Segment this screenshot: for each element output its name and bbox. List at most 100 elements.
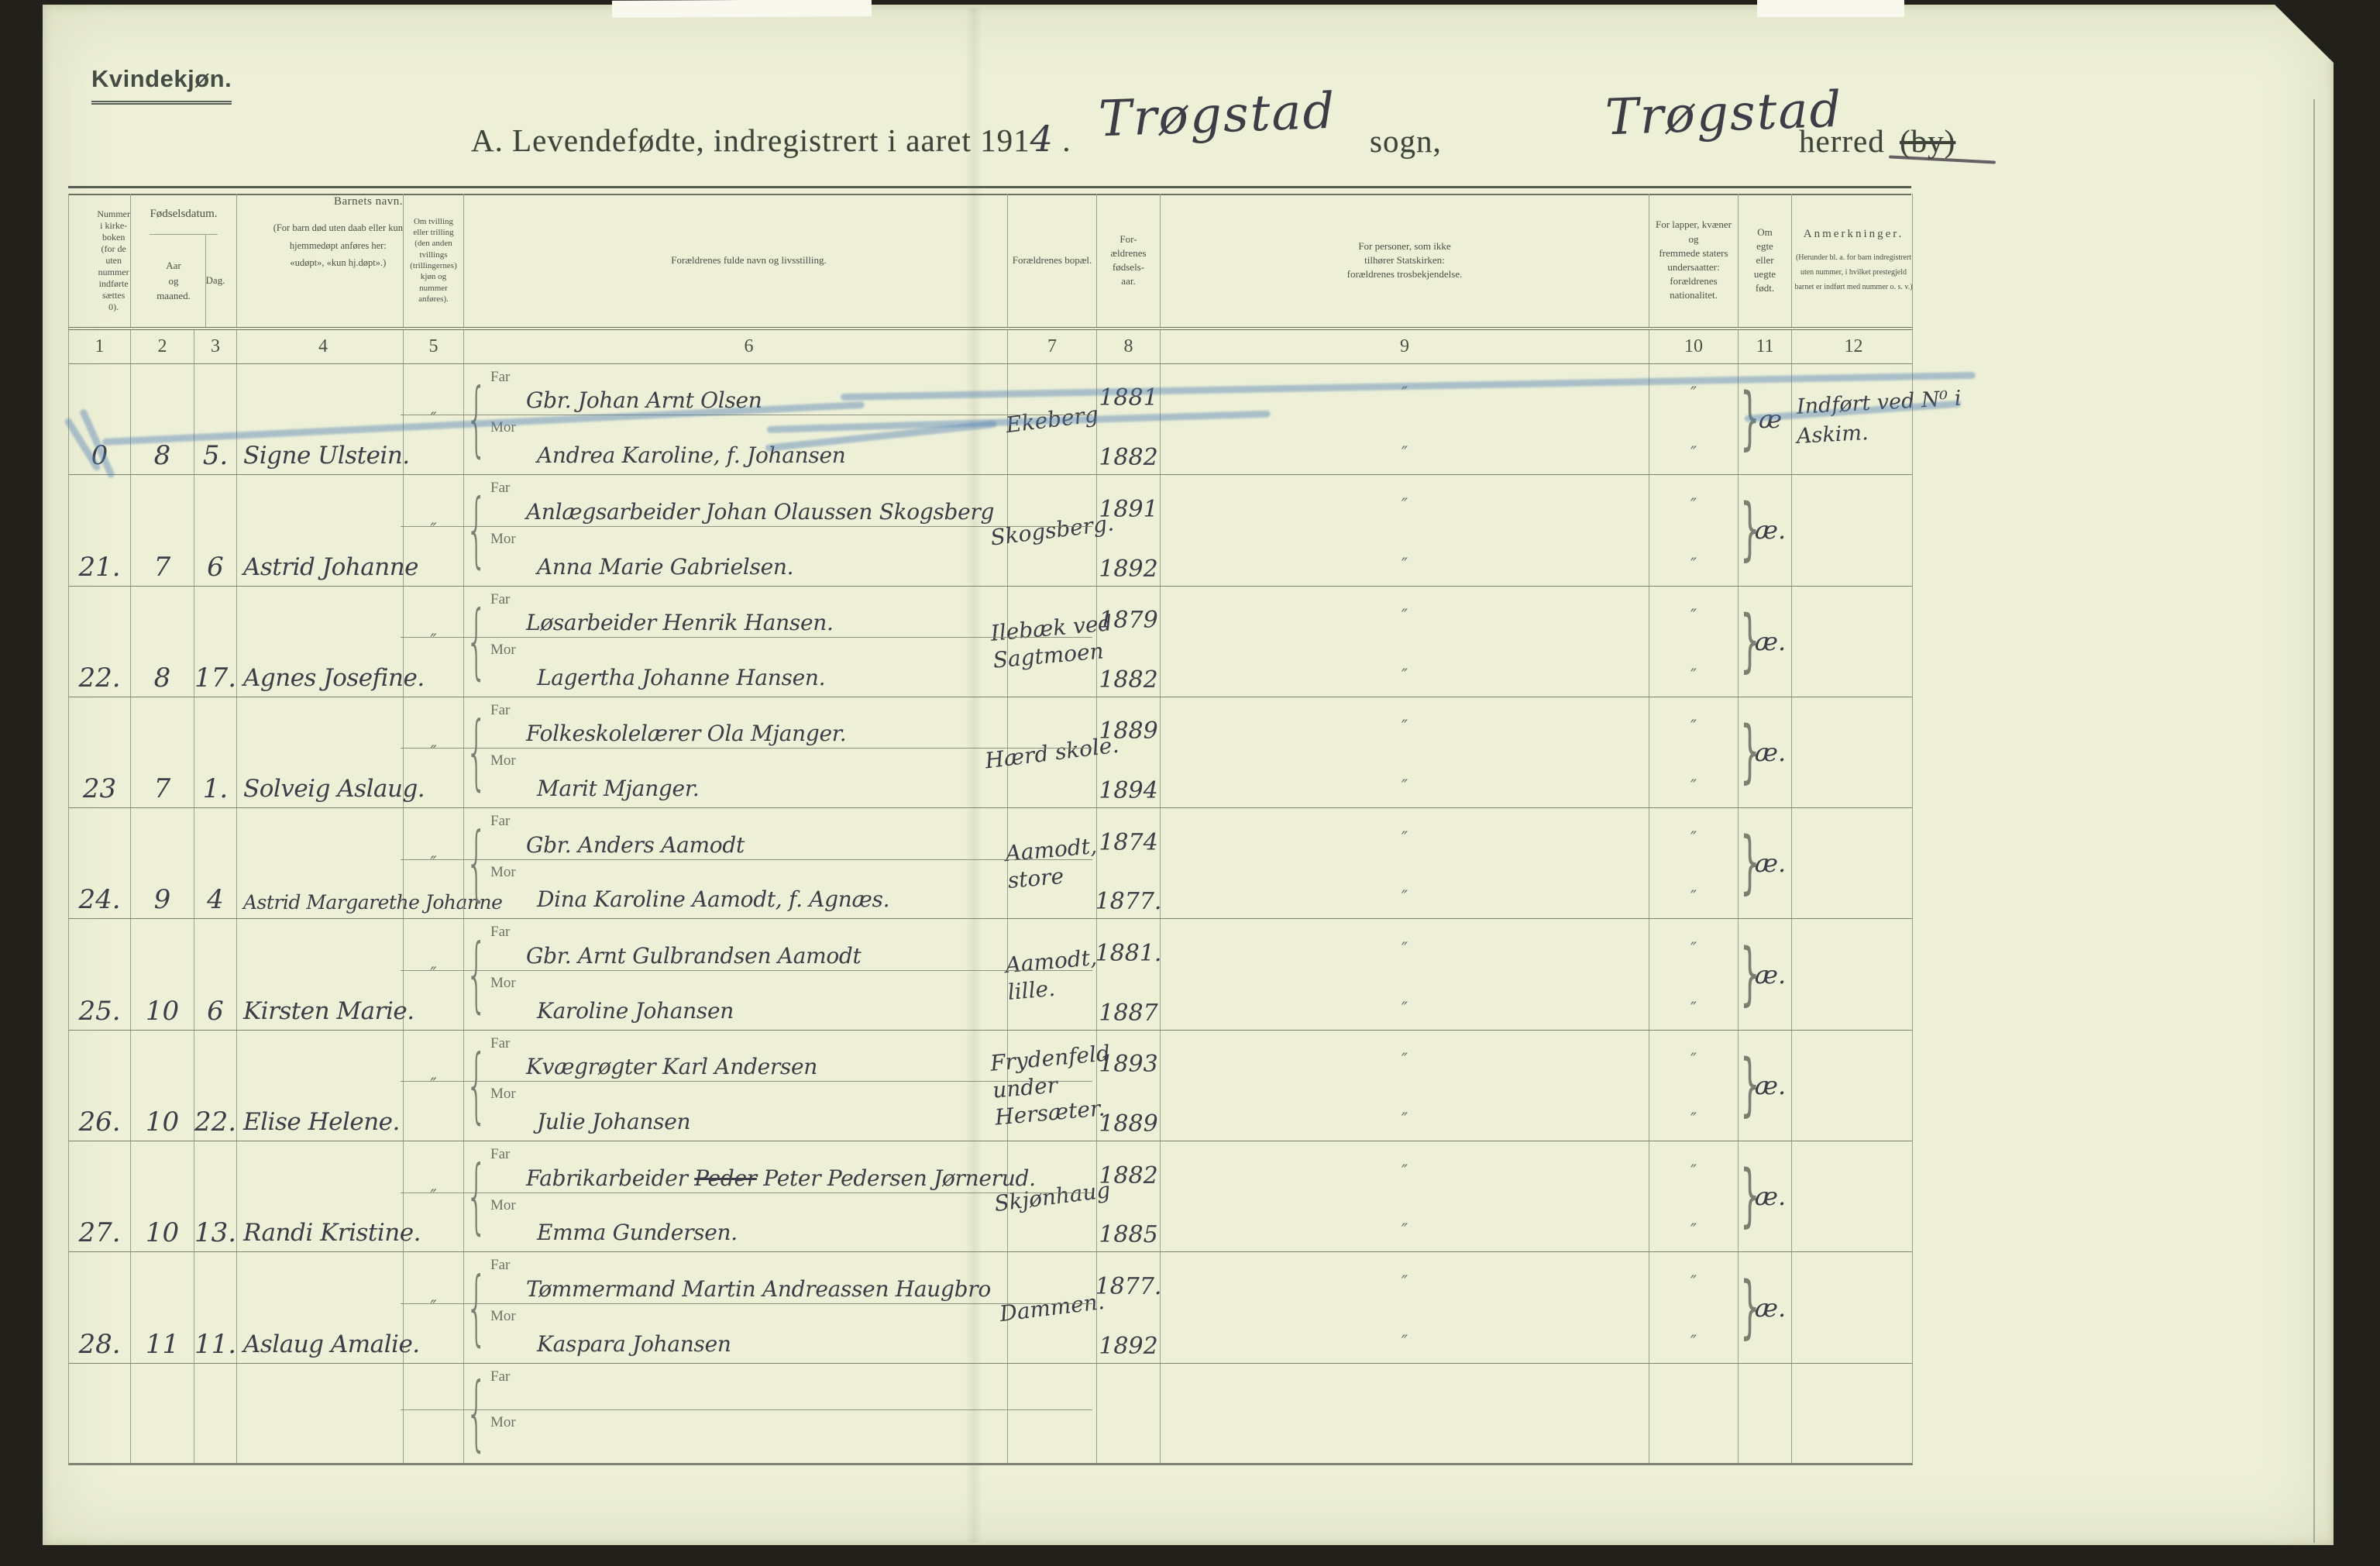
creed-ditto-mark: ″ (1401, 1221, 1408, 1241)
father-line: Far Gbr. Anders Aamodt (490, 808, 1007, 859)
mother-year-line (1097, 1409, 1160, 1463)
header-legitimacy: Om egte eller uegte født. (1739, 194, 1792, 327)
father-year-line: 1882 (1097, 1141, 1160, 1192)
father-birth-year: 1881. (1095, 939, 1162, 967)
header-remarks: Anmerkninger. (Herunder bl. a. for barn … (1792, 194, 1913, 327)
father-label: Far (490, 1146, 511, 1163)
twin-note-cell: ″ (404, 1141, 464, 1252)
father-line: Far Kvægrøgter Karl Andersen (490, 1031, 1007, 1081)
creed-ditto-mark-line: ″ (1161, 1031, 1649, 1081)
creed-ditto-mark: ″ (1401, 999, 1408, 1019)
legitimacy-cell: } æ. (1739, 1252, 1792, 1363)
birth-day-cell: 4 (194, 808, 237, 919)
birth-day-cell: 6 (194, 475, 237, 586)
birth-month-cell: 7 (131, 475, 194, 586)
mother-line: Mor Kaspara Johansen (490, 1303, 1007, 1363)
nationality-ditto-mark: ″ (1690, 444, 1697, 464)
far-mor-brace: { (466, 371, 487, 467)
birth-month: 11 (145, 1328, 180, 1360)
residence-cell: Frydenfeld under Hersæter. (989, 1030, 1111, 1141)
mother-name: Andrea Karoline, f. Johansen (537, 442, 846, 469)
header-parents-names: Forældrenes fulde navn og livsstilling. (464, 194, 1008, 327)
column-number: 3 (194, 330, 237, 363)
mother-line: Mor Julie Johansen (490, 1081, 1007, 1141)
table-row: 25. 10 6 Kirsten Marie. ″ {Far Gbr. Arnt Gulbr… (69, 919, 1912, 1031)
nationality-ditto-mark: ″ (1690, 555, 1697, 575)
table-row: 27. 10 13. Randi Kristine. ″ {Far Fabrikarbeid… (69, 1141, 1912, 1253)
twin-ditto-mark: ″ (430, 742, 437, 762)
child-name-cell: Aslaug Amalie. (237, 1252, 420, 1363)
father-birth-year: 1881 (1099, 384, 1158, 412)
nationality-ditto-mark-line: ″ (1649, 970, 1738, 1030)
far-mor-brace: { (466, 816, 487, 911)
nationality-ditto-mark-line: ″ (1649, 1031, 1738, 1081)
father-birth-year: 1879 (1099, 607, 1158, 635)
remarks-cell (1792, 475, 1911, 585)
child-name-cell: Agnes Josefine. (237, 586, 425, 697)
residence-text: Ilebæk ved Sagtmoen (989, 609, 1116, 673)
father-line: Far Løsarbeider Henrik Hansen. (490, 587, 1007, 637)
header-nationality: For lapper, kvæner og fremmede staters u… (1649, 194, 1739, 327)
creed-ditto-mark-line: ″ (1161, 1141, 1649, 1192)
father-year-line: 1877. (1095, 1252, 1162, 1303)
residence-cell: Skogsberg. (989, 475, 1115, 586)
mother-line: Mor Karoline Johansen (490, 970, 1007, 1030)
residence-text: Dammen. (998, 1288, 1106, 1327)
father-name: Folkeskolelærer Ola Mjanger. (526, 721, 847, 747)
residence-text: Aamodt, lille. (1004, 944, 1100, 1006)
paper-edge-line (2313, 99, 2315, 1543)
residence-cell (1008, 1363, 1097, 1463)
birth-years-cell: 1891 1892 (1097, 475, 1161, 586)
legitimacy-mark: æ. (1754, 738, 1787, 768)
nationality-ditto-mark: ″ (1690, 384, 1697, 404)
birth-day: 6 (207, 551, 224, 583)
mother-name: Dina Karoline Aamodt, f. Agnæs. (537, 886, 890, 913)
entry-number: 28. (78, 1328, 121, 1360)
birth-years-cell: 1882 1885 (1097, 1141, 1161, 1252)
nationality-ditto-mark-line: ″ (1649, 637, 1738, 697)
birth-month: 8 (153, 440, 171, 472)
header-remarks-sub: (Herunder bl. a. for barn indregistrert … (1794, 253, 1913, 291)
child-name-cell: Signe Ulstein. (237, 364, 410, 475)
birth-month: 10 (145, 995, 180, 1027)
entry-number-cell (69, 1363, 131, 1463)
legitimacy-brace: } (1740, 935, 1760, 1014)
header-birthdate: Fødselsdatum. Aar og maaned. Dag. (131, 194, 237, 327)
child-name-cell: Kirsten Marie. (237, 919, 414, 1030)
creed-ditto-mark-line: ″ (1161, 748, 1649, 807)
mother-year-line: 1882 (1097, 415, 1160, 474)
legitimacy-mark: æ. (1754, 1292, 1787, 1323)
creed-ditto-mark: ″ (1401, 1051, 1408, 1071)
nationality-ditto-mark: ″ (1690, 1221, 1697, 1241)
remarks-cell (1792, 697, 1911, 807)
struck-word: Peder (694, 1165, 757, 1191)
column-number: 2 (131, 330, 194, 363)
nationality-cell: ″ ″ (1649, 586, 1739, 697)
nationality-ditto-mark-line: ″ (1649, 415, 1738, 474)
paper-sheet (43, 5, 2334, 1545)
creed-ditto-mark: ″ (1401, 1272, 1408, 1292)
parents-cell: {Far Kvægrøgter Karl Andersen Mor Julie Joh… (464, 1030, 1008, 1141)
nationality-ditto-mark-line: ″ (1649, 748, 1738, 807)
father-line: Far Tømmermand Martin Andreassen Haugbro (490, 1252, 1007, 1303)
district-label: herred (1799, 123, 1885, 159)
twin-ditto-mark: ″ (430, 965, 437, 985)
father-year-line: 1881 (1097, 364, 1160, 415)
creed-ditto-mark-line: ″ (1161, 526, 1649, 586)
residence-cell: Hærd skole. (984, 697, 1120, 808)
nationality-ditto-mark: ″ (1690, 939, 1697, 959)
table-row: 21. 7 6 Astrid Johanne ″ {Far Anlægsarbeider J… (69, 475, 1912, 587)
table-row: 24. 9 4 Astrid Margarethe Johanne ″ {Far Gbr. … (69, 808, 1912, 920)
creed-ditto-mark: ″ (1401, 1162, 1408, 1182)
form-title: A. Levendefødte, indregistrert i aaret 1… (471, 118, 1071, 160)
residence-line: Dammen. (998, 1288, 1106, 1327)
creed-ditto-mark-line: ″ (1161, 697, 1649, 748)
birth-month-cell: 10 (131, 1030, 194, 1141)
nationality-ditto-mark: ″ (1690, 1332, 1697, 1352)
handwritten-year: 4 (1030, 118, 1054, 160)
nationality-ditto-mark-line: ″ (1649, 526, 1738, 586)
birth-month-cell: 8 (131, 364, 194, 475)
twin-note-cell: ″ (404, 697, 464, 808)
column-number: 9 (1161, 330, 1649, 363)
mother-birth-year: 1877. (1095, 888, 1162, 916)
